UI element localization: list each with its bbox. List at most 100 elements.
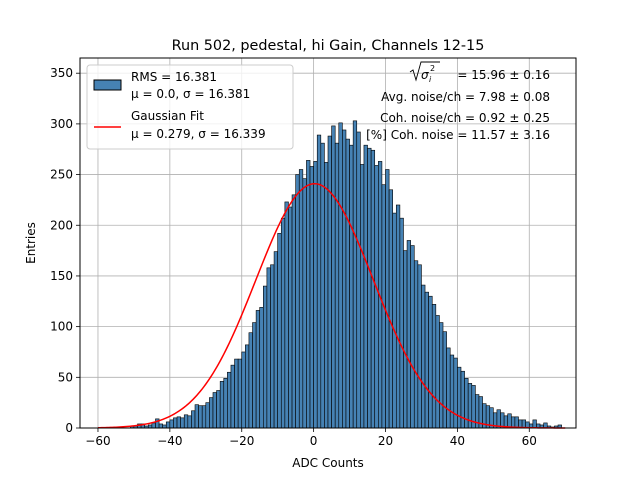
histogram-bar xyxy=(392,212,397,429)
histogram-bar xyxy=(263,285,268,429)
x-axis-label: ADC Counts xyxy=(292,456,364,470)
histogram-bar xyxy=(417,264,422,429)
histogram-bar xyxy=(198,405,203,429)
y-tick-label: 300 xyxy=(50,117,73,131)
histogram-bar xyxy=(187,415,192,429)
histogram-bar xyxy=(252,322,257,429)
histogram-bar xyxy=(180,417,185,429)
annotation-coh-noise-percent: [%] Coh. noise = 11.57 ± 3.16 xyxy=(366,128,550,142)
histogram-bar xyxy=(212,392,217,429)
svg-text:i: i xyxy=(429,75,432,84)
histogram-bar xyxy=(442,331,447,429)
histogram-bar xyxy=(370,149,376,429)
histogram-bar xyxy=(316,134,322,429)
histogram-bar xyxy=(496,409,501,429)
histogram-bar xyxy=(309,166,314,429)
histogram-bar xyxy=(428,295,433,429)
annotation-coh-noise: Coh. noise/ch = 0.92 ± 0.25 xyxy=(380,111,550,125)
gaussian-fit-line xyxy=(97,182,566,429)
histogram-bar xyxy=(205,402,210,429)
histogram-bar xyxy=(511,416,516,429)
histogram-bar xyxy=(363,144,368,429)
svg-text:σ: σ xyxy=(421,68,429,82)
histogram-bar xyxy=(439,322,444,429)
annotation-avg-noise: Avg. noise/ch = 7.98 ± 0.08 xyxy=(381,90,550,104)
histogram-bar xyxy=(338,122,343,429)
histogram-bar xyxy=(234,358,239,429)
histogram-bar xyxy=(237,358,243,429)
histogram-bar xyxy=(288,206,293,429)
histogram-bar xyxy=(460,370,465,429)
histogram-bar xyxy=(291,194,296,429)
histogram-bar xyxy=(273,251,278,429)
histogram-bar xyxy=(421,284,426,429)
histogram-bar xyxy=(457,366,462,429)
histogram-bar xyxy=(403,250,408,429)
histogram-bar xyxy=(216,390,221,429)
chart-title: Run 502, pedestal, hi Gain, Channels 12-… xyxy=(172,38,485,54)
y-axis-label: Entries xyxy=(24,222,38,264)
histogram-bar xyxy=(327,135,332,429)
histogram-bar xyxy=(446,347,451,429)
histogram-bar xyxy=(324,162,329,429)
histogram-bar xyxy=(395,204,401,429)
histogram-bar xyxy=(514,416,519,429)
legend-histogram-label: RMS = 16.381 xyxy=(131,70,217,84)
histogram-bar xyxy=(352,120,358,429)
histogram-bar xyxy=(424,291,429,429)
histogram-bar xyxy=(266,267,271,429)
x-tick-label: 20 xyxy=(378,434,393,448)
histogram-bar xyxy=(302,178,307,429)
histogram-bar xyxy=(284,201,289,429)
histogram-bar xyxy=(201,405,207,429)
histogram-bar xyxy=(413,260,419,429)
histogram-bar xyxy=(173,417,178,429)
histogram-bar xyxy=(165,421,171,429)
histogram-bar xyxy=(230,364,235,429)
histogram-bar xyxy=(453,357,458,429)
x-axis-ticks: −60 −40 −20 0 20 40 60 xyxy=(85,428,537,448)
annotations: σ i 2 = 15.96 ± 0.16 Avg. noise/ch = 7.9… xyxy=(366,61,550,142)
histogram-bar xyxy=(219,381,225,429)
histogram-bar xyxy=(410,245,415,429)
sqrt-sigma-symbol: σ i 2 xyxy=(409,61,440,84)
histogram-bar xyxy=(367,147,372,429)
histogram-bar xyxy=(331,125,336,429)
histogram-bar xyxy=(385,169,390,429)
y-tick-label: 50 xyxy=(58,370,73,384)
histogram-bar xyxy=(532,419,537,429)
y-tick-label: 200 xyxy=(50,218,73,232)
histogram-bar xyxy=(277,233,282,429)
histogram-bar xyxy=(306,160,311,429)
y-tick-label: 100 xyxy=(50,320,73,334)
histogram-bar xyxy=(374,165,379,429)
x-tick-label: 0 xyxy=(310,434,318,448)
x-tick-label: −40 xyxy=(157,434,182,448)
histogram-bar xyxy=(349,144,354,429)
histogram-bar xyxy=(360,164,365,429)
histogram-bar xyxy=(241,351,246,429)
x-tick-label: −20 xyxy=(229,434,254,448)
histogram-bar xyxy=(342,129,347,429)
histogram-bar xyxy=(280,217,286,429)
y-tick-label: 250 xyxy=(50,168,73,182)
histogram-bar xyxy=(313,161,318,429)
legend-box xyxy=(86,64,294,150)
legend-fit-label-2: μ = 0.279, σ = 16.339 xyxy=(131,127,266,141)
histogram-bar xyxy=(209,397,214,429)
histogram-bar xyxy=(245,344,250,429)
svg-text:2: 2 xyxy=(430,64,435,73)
histogram-bar xyxy=(406,240,411,429)
histogram-bar xyxy=(295,174,300,429)
histogram-bar xyxy=(356,131,361,429)
histogram-bar xyxy=(191,410,196,429)
y-tick-label: 0 xyxy=(65,421,73,435)
histogram-bar xyxy=(227,371,232,429)
legend-fit-label: Gaussian Fit xyxy=(131,109,204,123)
histogram-bar xyxy=(183,414,189,429)
histogram-bar xyxy=(449,354,455,429)
plot-frame xyxy=(79,57,577,429)
histogram-bar xyxy=(223,378,228,429)
x-tick-label: 60 xyxy=(522,434,537,448)
